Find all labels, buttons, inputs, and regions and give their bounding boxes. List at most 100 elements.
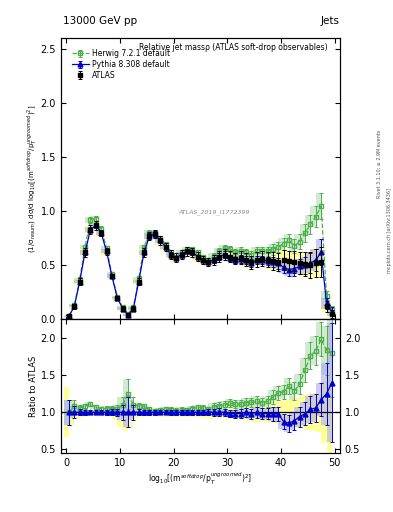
Bar [219,409,224,416]
Bar [107,272,112,275]
Bar [155,236,160,241]
Bar [69,305,74,307]
Bar [144,232,149,241]
Bar [284,234,289,247]
Bar [64,400,69,424]
Bar [257,408,262,419]
Bar [64,388,69,437]
Bar [64,315,69,316]
Bar [278,385,284,399]
Bar [268,257,273,267]
Bar [224,254,230,261]
Text: 13000 GeV pp: 13000 GeV pp [63,15,137,26]
Bar [208,406,214,419]
Bar [321,301,327,312]
Bar [182,408,187,412]
Bar [273,258,278,269]
Bar [90,223,96,228]
Bar [305,394,310,430]
Bar [278,250,284,270]
Bar [117,405,123,420]
Bar [149,409,155,416]
Bar [208,403,214,410]
Bar [198,406,203,411]
Bar [273,253,278,271]
Bar [241,398,246,408]
Bar [235,255,241,263]
Bar [208,254,214,265]
Bar [203,258,208,266]
Bar [262,396,268,407]
Bar [64,400,69,424]
Bar [193,252,198,261]
Bar [85,225,90,234]
Bar [235,404,241,420]
Bar [316,323,321,356]
Bar [165,250,171,259]
Bar [214,253,219,260]
Bar [101,410,107,415]
Bar [96,407,101,411]
Bar [224,251,230,262]
Bar [257,403,262,421]
Bar [96,231,101,235]
Bar [187,250,193,254]
Bar [117,306,123,311]
Bar [268,244,273,254]
Bar [300,224,305,242]
Bar [69,304,74,306]
Bar [321,326,327,375]
Bar [160,245,165,249]
Bar [139,404,144,409]
Bar [300,402,305,425]
Bar [80,410,85,415]
Bar [101,246,107,250]
Bar [171,254,176,259]
Bar [300,358,305,381]
Bar [305,396,310,422]
Bar [310,249,316,271]
Bar [101,248,107,254]
Bar [289,412,294,430]
Bar [160,242,165,246]
Bar [257,251,262,266]
Bar [144,407,149,412]
Bar [85,227,90,232]
Y-axis label: (1/σ$_{resum}$) dσ/d log$_{10}$[(m$^{soft drop}$/p$_T^{ungroomed}$)$^2$]: (1/σ$_{resum}$) dσ/d log$_{10}$[(m$^{sof… [26,105,39,253]
Bar [117,307,123,310]
Y-axis label: Ratio to ATLAS: Ratio to ATLAS [29,356,38,417]
Bar [262,408,268,419]
Bar [182,408,187,417]
Bar [176,407,182,412]
Bar [262,257,268,265]
Bar [268,390,273,404]
Bar [224,410,230,417]
Bar [203,260,208,264]
Bar [224,399,230,407]
Bar [171,409,176,414]
Bar [182,247,187,251]
Bar [144,410,149,415]
Bar [327,306,332,313]
X-axis label: log$_{10}$[(m$^{soft drop}$/p$_T^{ungroomed}$)$^2$]: log$_{10}$[(m$^{soft drop}$/p$_T^{ungroo… [148,471,253,487]
Bar [64,315,69,316]
Bar [257,398,262,408]
Bar [176,252,182,257]
Bar [241,408,246,417]
Bar [176,250,182,259]
Bar [235,400,241,409]
Bar [327,308,332,397]
Bar [165,250,171,254]
Bar [74,279,80,285]
Bar [182,410,187,415]
Bar [176,250,182,254]
Bar [252,252,257,267]
Bar [214,409,219,416]
Bar [214,248,219,254]
Bar [187,247,193,251]
Bar [176,410,182,415]
Bar [294,259,300,274]
Bar [128,397,133,412]
Bar [112,405,117,412]
Bar [107,409,112,416]
